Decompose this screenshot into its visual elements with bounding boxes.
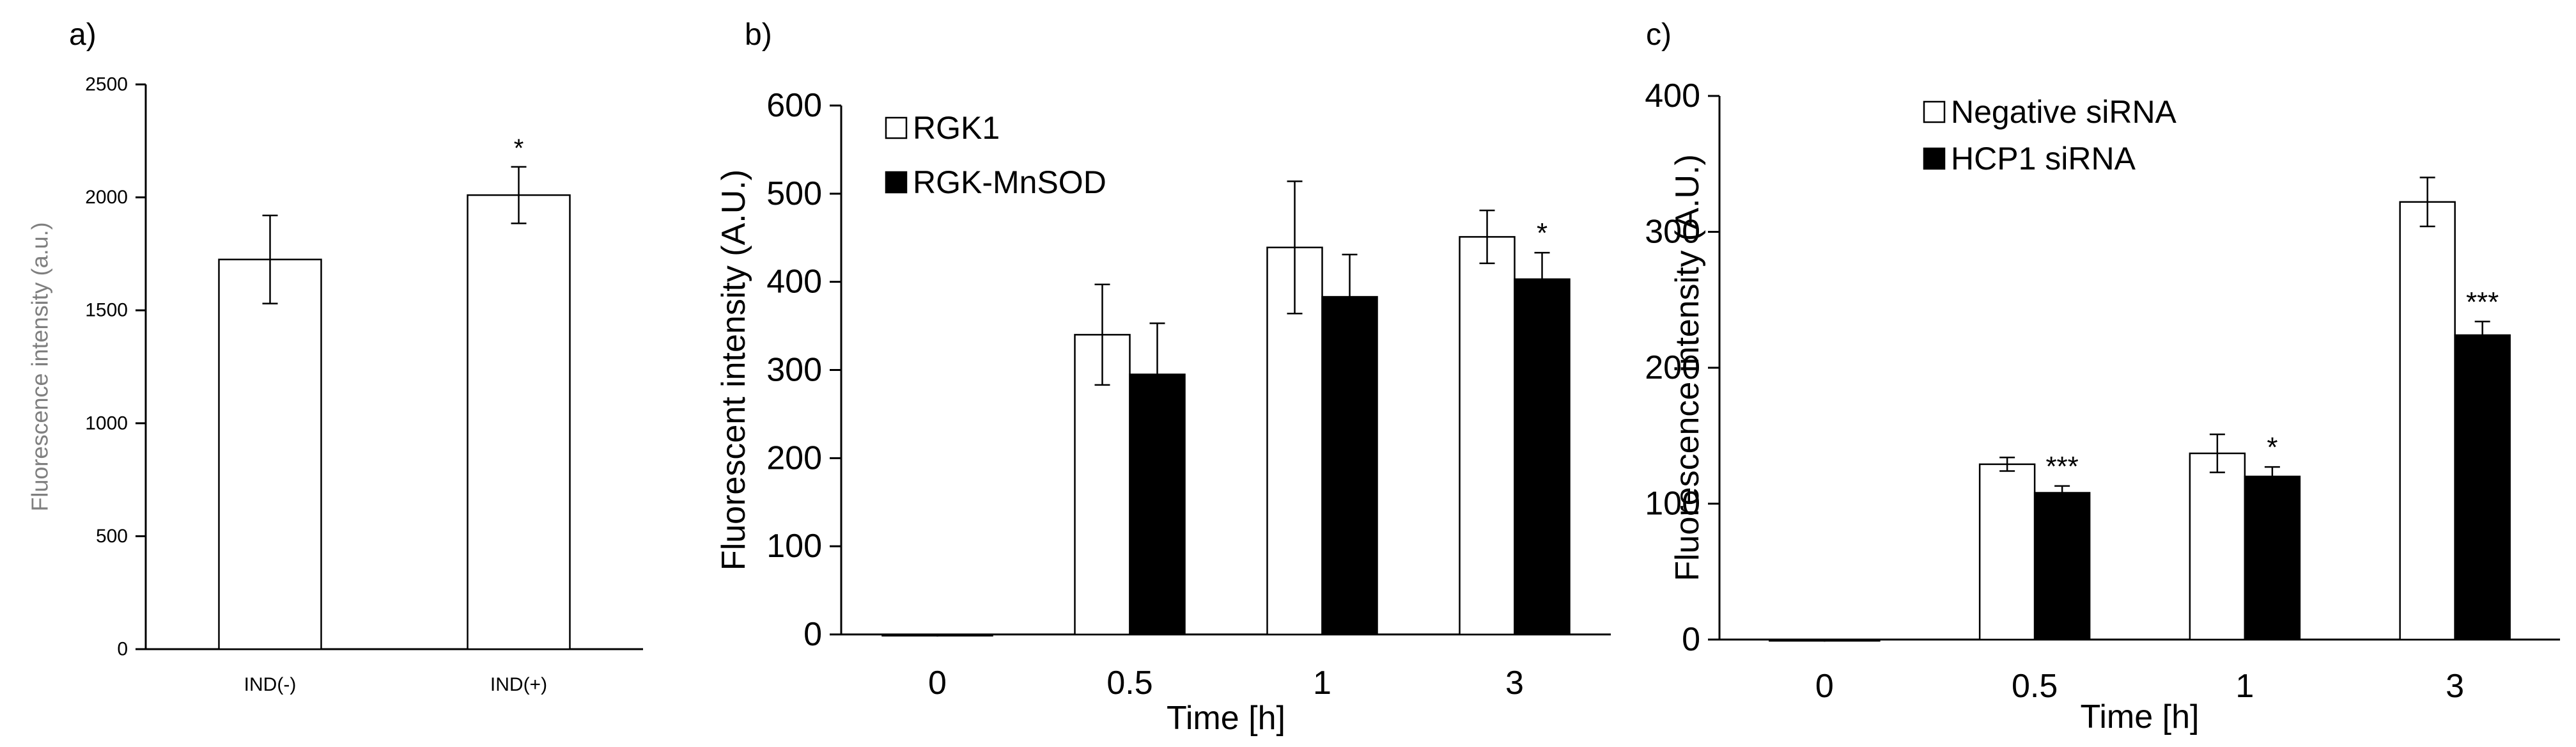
significance-mark: *** — [2466, 287, 2499, 318]
y-tick-label: 100 — [766, 528, 822, 565]
panel-b: b) 0 100 200 300 400 500 600 Fluorescent intensi… — [715, 18, 1611, 737]
x-axis-label: Time [h] — [1167, 700, 1285, 737]
x-tick-label: 1 — [2235, 668, 2254, 705]
bar — [2189, 452, 2246, 641]
panel-label: c) — [1646, 18, 1672, 52]
y-tick-label: 300 — [1645, 214, 1700, 251]
y-tick-label: 0 — [117, 639, 128, 660]
bar — [1321, 295, 1378, 636]
x-tick-label: 3 — [2446, 668, 2464, 705]
panel-a: a) 0 500 1000 1500 2000 2500 Fluorescence inten… — [27, 18, 643, 695]
bar — [1514, 278, 1571, 636]
y-tick-label: 500 — [96, 526, 128, 547]
y-tick-label: 2500 — [85, 74, 128, 95]
legend-swatch — [885, 171, 908, 194]
y-tick-label: 0 — [803, 616, 822, 653]
x-axis-label: Time [h] — [2081, 698, 2200, 735]
x-tick-label: IND(+) — [490, 674, 547, 695]
y-tick-label: 100 — [1645, 485, 1700, 523]
bar — [2033, 492, 2091, 641]
x-tick-label: 0.5 — [1106, 664, 1152, 702]
bar — [1824, 638, 1881, 642]
legend-swatch — [885, 116, 908, 139]
bar — [2399, 201, 2456, 641]
bar — [1978, 463, 2036, 641]
bar — [467, 194, 571, 650]
bar — [1769, 638, 1826, 642]
y-tick-label: 400 — [1645, 77, 1700, 114]
y-tick-label: 1500 — [85, 300, 128, 321]
significance-mark: * — [514, 134, 524, 162]
panel-c: c) 0 100 200 300 400 Fluorescence intensity (A… — [1645, 18, 2560, 735]
x-tick-label: 0 — [928, 664, 947, 702]
y-tick-label: 200 — [1645, 349, 1700, 386]
y-tick-label: 1000 — [85, 413, 128, 434]
bar — [881, 633, 938, 637]
x-tick-label: IND(-) — [244, 674, 297, 695]
legend-label: RGK-MnSOD — [913, 164, 1106, 200]
y-tick-label: 200 — [766, 439, 822, 476]
x-tick-label: 1 — [1313, 664, 1331, 702]
legend-label: HCP1 siRNA — [1951, 141, 2136, 177]
bar — [1459, 236, 1516, 636]
y-axis-label: Fluorescent intensity (A.U.) — [715, 169, 752, 570]
y-tick-label: 2000 — [85, 187, 128, 208]
panel-label: a) — [69, 18, 97, 52]
x-tick-label: 0 — [1815, 668, 1834, 705]
significance-mark: *** — [2045, 451, 2078, 482]
legend-label: RGK1 — [913, 110, 1000, 146]
legend-swatch — [1923, 100, 1946, 123]
y-tick-label: 500 — [766, 175, 822, 212]
x-tick-label: 0.5 — [2012, 668, 2058, 705]
significance-mark: * — [2267, 432, 2277, 463]
significance-mark: * — [1537, 217, 1548, 249]
y-tick-label: 600 — [766, 87, 822, 124]
x-tick-label: 3 — [1505, 664, 1524, 702]
panel-label: b) — [745, 18, 772, 52]
legend-swatch — [1923, 147, 1946, 170]
y-tick-label: 400 — [766, 263, 822, 301]
y-tick-label: 0 — [1682, 621, 1700, 658]
y-tick-label: 300 — [766, 352, 822, 389]
legend-label: Negative siRNA — [1951, 94, 2177, 130]
bar — [936, 633, 993, 637]
bar — [2454, 334, 2511, 641]
bar — [218, 258, 322, 650]
y-axis-label: Fluorescence intensity (A.U.) — [1669, 154, 1706, 581]
bar — [2244, 475, 2301, 641]
y-axis-label: Fluorescence intensity (a.u.) — [27, 222, 53, 511]
